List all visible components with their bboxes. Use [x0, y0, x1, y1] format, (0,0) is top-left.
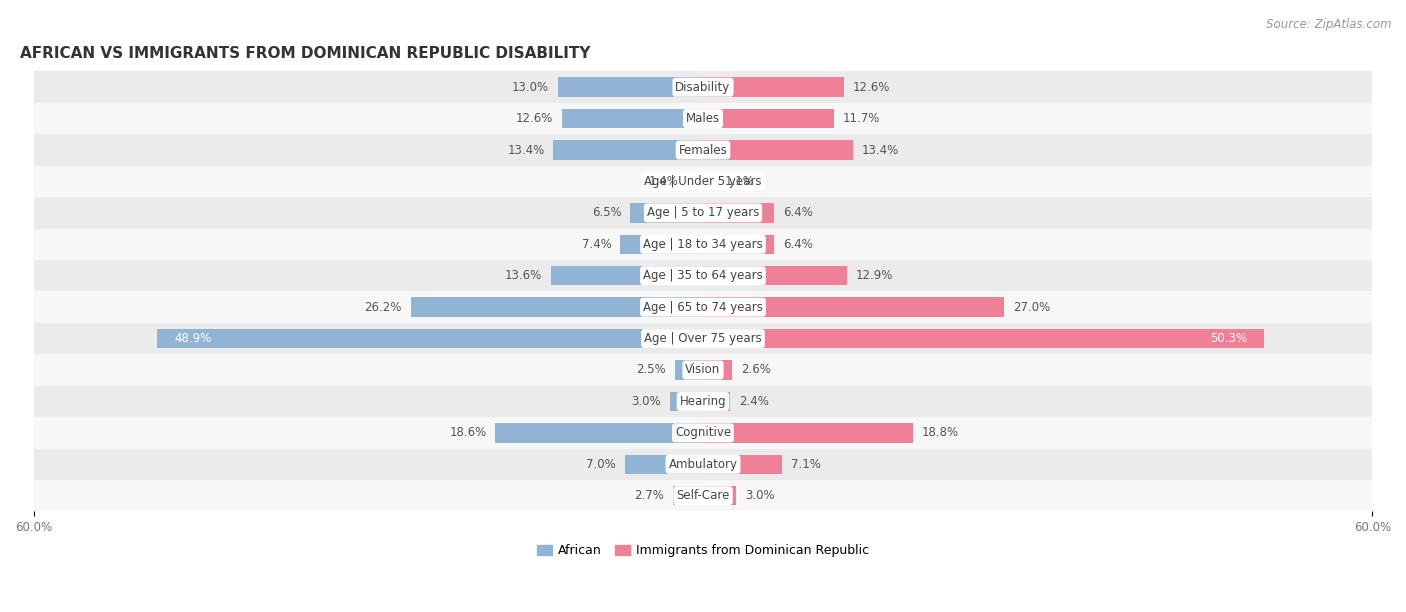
Text: 13.0%: 13.0% — [512, 81, 548, 94]
Bar — [630, 203, 703, 223]
Text: Ambulatory: Ambulatory — [668, 458, 738, 471]
Bar — [624, 455, 703, 474]
Text: 6.4%: 6.4% — [783, 206, 813, 219]
Text: 13.6%: 13.6% — [505, 269, 543, 282]
Text: 7.4%: 7.4% — [582, 238, 612, 251]
Bar — [34, 480, 1372, 512]
Bar — [703, 392, 730, 411]
Legend: African, Immigrants from Dominican Republic: African, Immigrants from Dominican Repub… — [531, 539, 875, 562]
Bar — [703, 234, 775, 254]
Bar — [157, 329, 703, 348]
Bar — [703, 203, 775, 223]
Bar — [703, 109, 834, 129]
Bar — [703, 329, 1264, 348]
Bar — [703, 455, 782, 474]
Bar — [34, 417, 1372, 449]
Text: Age | Over 75 years: Age | Over 75 years — [644, 332, 762, 345]
Bar — [554, 140, 703, 160]
Text: 12.6%: 12.6% — [516, 112, 554, 125]
Bar — [34, 103, 1372, 134]
Text: Age | 35 to 64 years: Age | 35 to 64 years — [643, 269, 763, 282]
Text: 7.1%: 7.1% — [792, 458, 821, 471]
Bar — [411, 297, 703, 317]
Bar — [34, 72, 1372, 103]
Text: Self-Care: Self-Care — [676, 489, 730, 502]
Text: AFRICAN VS IMMIGRANTS FROM DOMINICAN REPUBLIC DISABILITY: AFRICAN VS IMMIGRANTS FROM DOMINICAN REP… — [20, 46, 591, 61]
Text: 3.0%: 3.0% — [631, 395, 661, 408]
Bar — [703, 140, 852, 160]
Text: 7.0%: 7.0% — [586, 458, 616, 471]
Bar — [34, 449, 1372, 480]
Text: 18.6%: 18.6% — [450, 427, 486, 439]
Bar — [703, 297, 1004, 317]
Text: 48.9%: 48.9% — [174, 332, 211, 345]
Text: 27.0%: 27.0% — [1014, 300, 1050, 313]
Text: Vision: Vision — [685, 364, 721, 376]
Text: 12.9%: 12.9% — [856, 269, 893, 282]
Bar — [551, 266, 703, 285]
Bar — [675, 360, 703, 379]
Text: 13.4%: 13.4% — [862, 144, 898, 157]
Bar — [703, 360, 733, 379]
Text: 1.1%: 1.1% — [724, 175, 754, 188]
Text: Cognitive: Cognitive — [675, 427, 731, 439]
Text: Source: ZipAtlas.com: Source: ZipAtlas.com — [1267, 18, 1392, 31]
Bar — [703, 266, 846, 285]
Bar — [34, 134, 1372, 166]
Text: 2.4%: 2.4% — [738, 395, 769, 408]
Text: Hearing: Hearing — [679, 395, 727, 408]
Bar — [673, 486, 703, 506]
Text: 1.4%: 1.4% — [648, 175, 679, 188]
Text: 50.3%: 50.3% — [1211, 332, 1247, 345]
Bar — [34, 260, 1372, 291]
Text: 11.7%: 11.7% — [842, 112, 880, 125]
Bar — [703, 423, 912, 442]
Bar — [562, 109, 703, 129]
Bar — [34, 354, 1372, 386]
Text: 6.4%: 6.4% — [783, 238, 813, 251]
Text: 2.6%: 2.6% — [741, 364, 770, 376]
Bar — [34, 386, 1372, 417]
Text: 2.5%: 2.5% — [637, 364, 666, 376]
Text: Age | 5 to 17 years: Age | 5 to 17 years — [647, 206, 759, 219]
Text: 6.5%: 6.5% — [592, 206, 621, 219]
Bar — [620, 234, 703, 254]
Text: Females: Females — [679, 144, 727, 157]
Bar — [495, 423, 703, 442]
Text: 3.0%: 3.0% — [745, 489, 775, 502]
Bar — [34, 229, 1372, 260]
Text: 18.8%: 18.8% — [922, 427, 959, 439]
Bar — [34, 166, 1372, 197]
Text: Males: Males — [686, 112, 720, 125]
Text: Age | 65 to 74 years: Age | 65 to 74 years — [643, 300, 763, 313]
Bar — [703, 486, 737, 506]
Text: Disability: Disability — [675, 81, 731, 94]
Text: 2.7%: 2.7% — [634, 489, 664, 502]
Bar — [34, 197, 1372, 229]
Bar — [703, 78, 844, 97]
Bar — [669, 392, 703, 411]
Bar — [34, 323, 1372, 354]
Bar — [558, 78, 703, 97]
Text: Age | Under 5 years: Age | Under 5 years — [644, 175, 762, 188]
Text: 26.2%: 26.2% — [364, 300, 402, 313]
Text: Age | 18 to 34 years: Age | 18 to 34 years — [643, 238, 763, 251]
Bar — [688, 172, 703, 191]
Text: 12.6%: 12.6% — [852, 81, 890, 94]
Text: 13.4%: 13.4% — [508, 144, 544, 157]
Bar — [703, 172, 716, 191]
Bar — [34, 291, 1372, 323]
